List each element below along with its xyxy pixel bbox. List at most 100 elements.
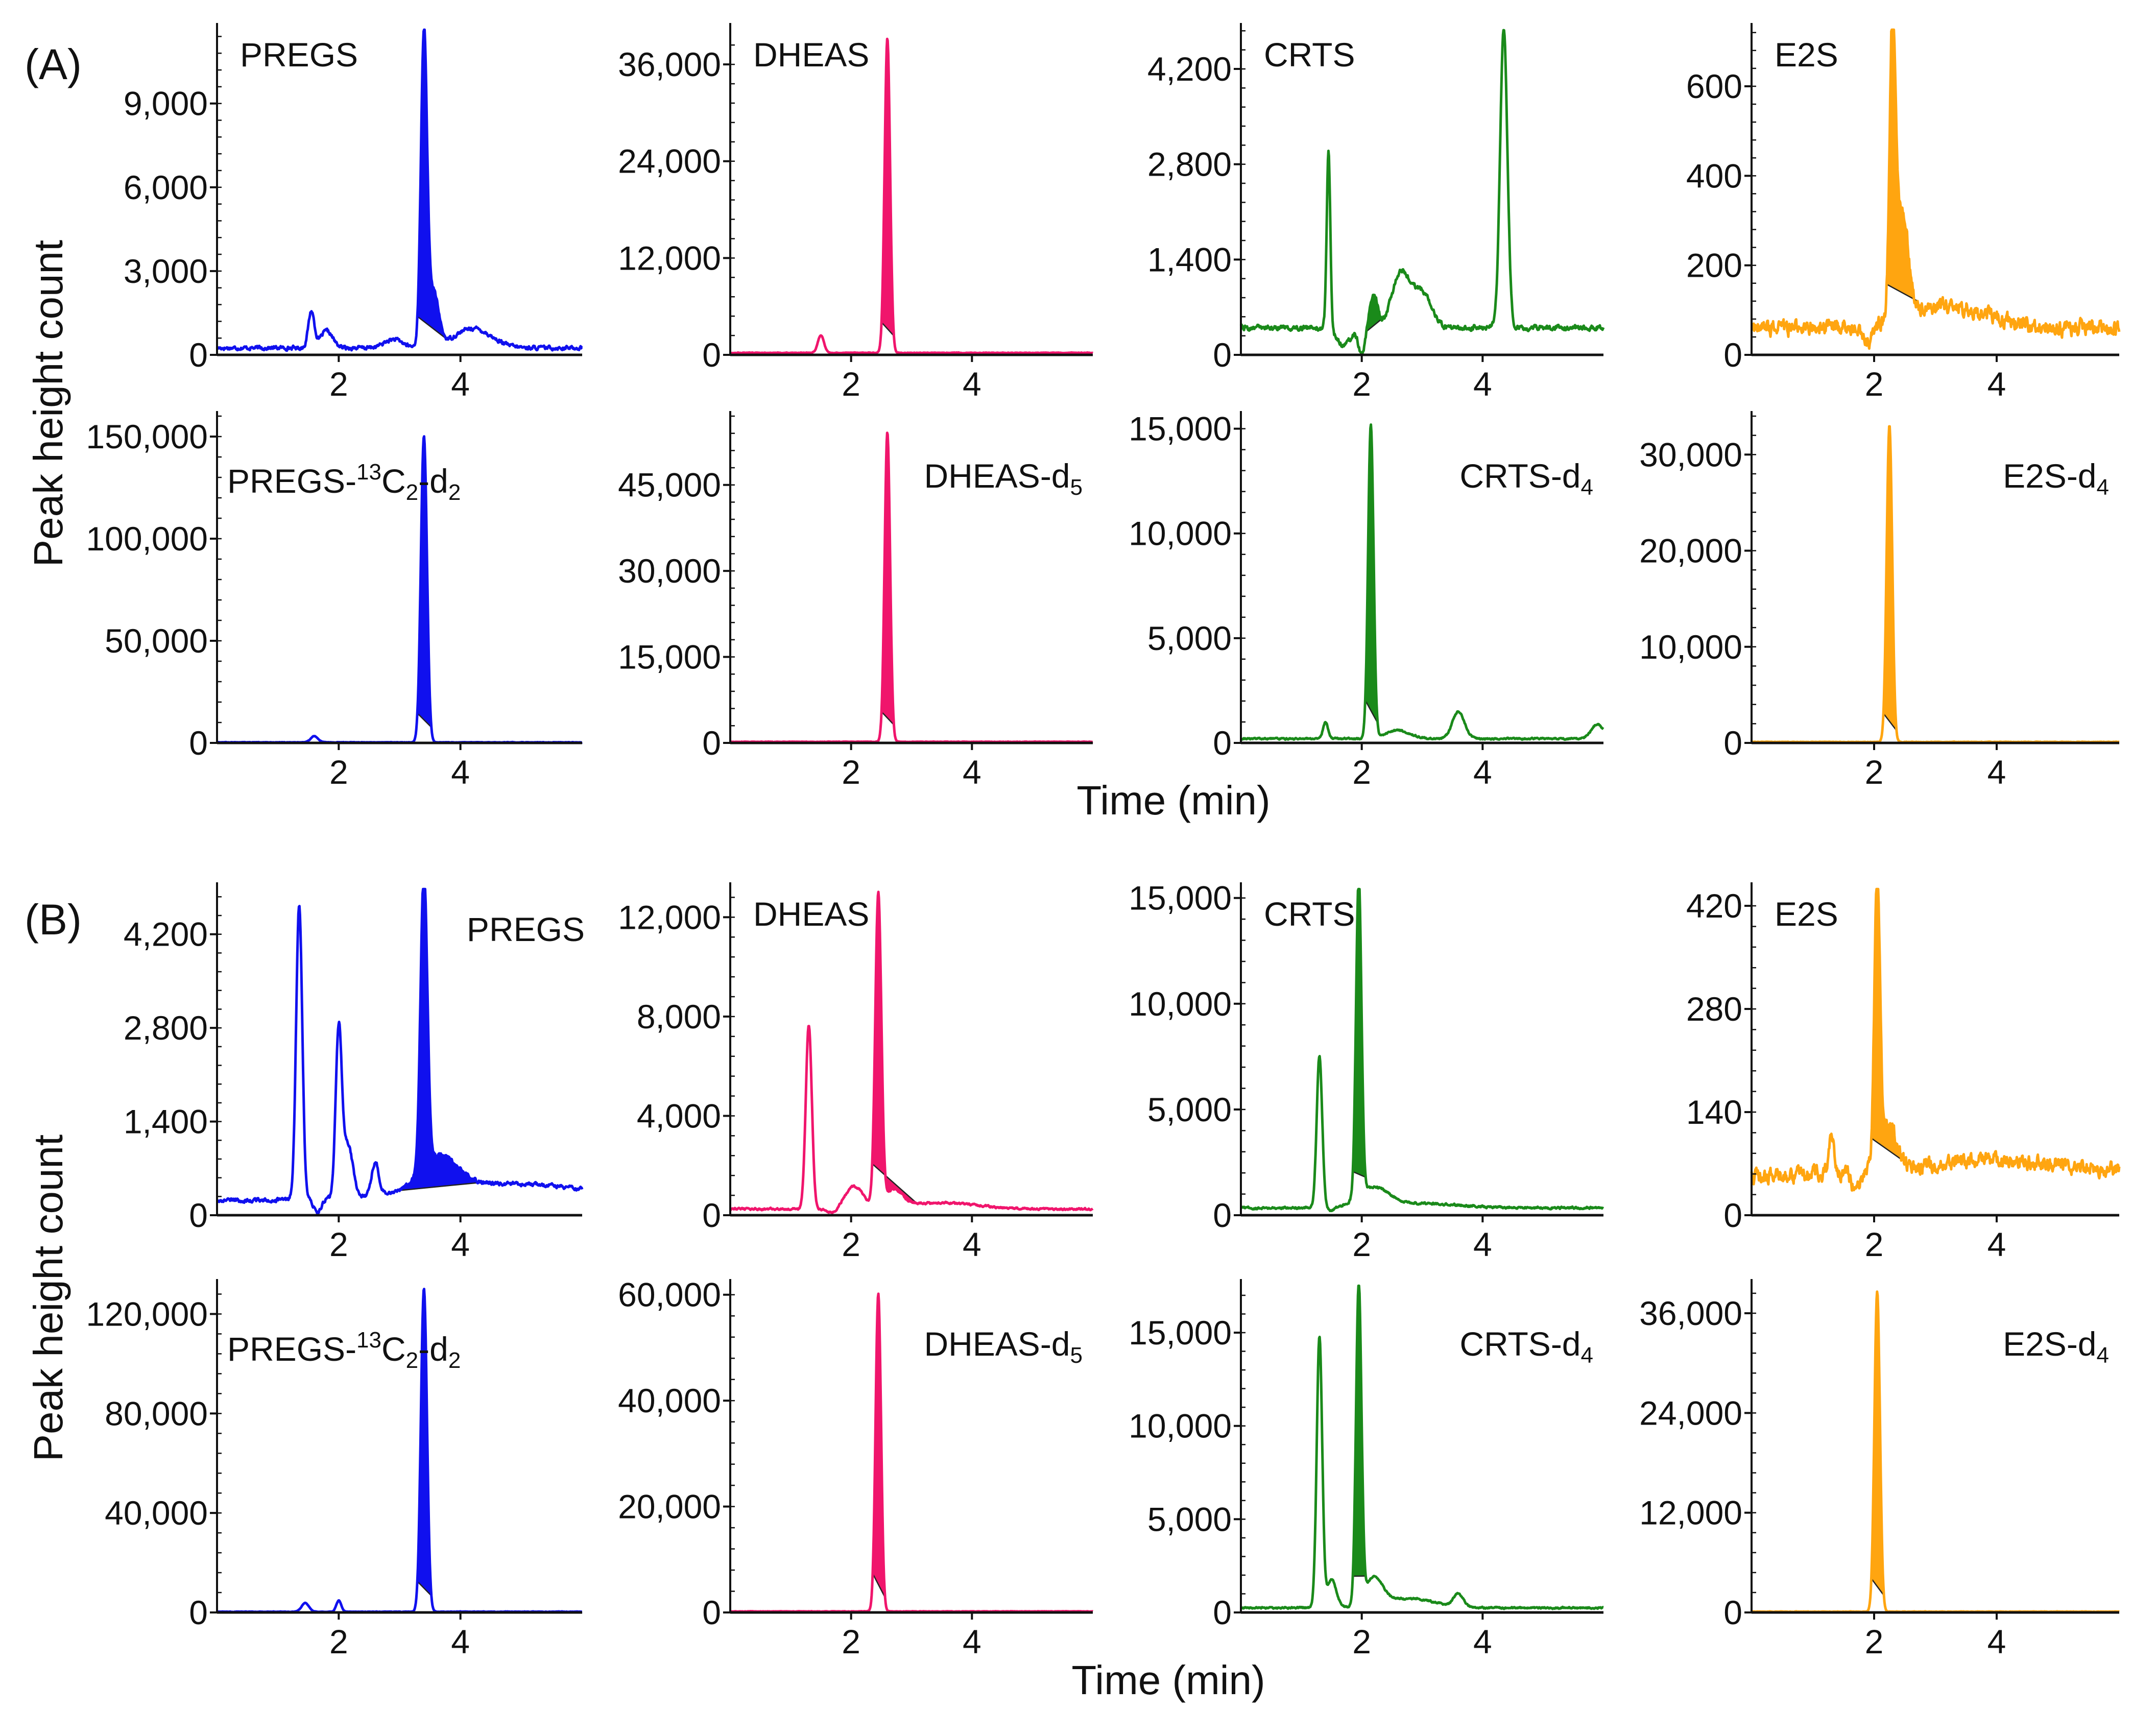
y-tick-label: 60,000 — [618, 1276, 721, 1314]
chart-title: E2S-d4 — [2003, 457, 2109, 500]
chart-title-part: 4 — [1581, 475, 1593, 500]
x-tick-label: 2 — [1352, 365, 1371, 403]
chart-title-part: E2S-d — [2003, 1325, 2096, 1363]
y-tick-label: 5,000 — [1147, 619, 1232, 657]
x-tick-label: 2 — [329, 753, 348, 791]
y-tick-label: 0 — [702, 336, 721, 374]
chart-b-e2s: 0 140 280 420 2 4 E2S — [1686, 882, 2121, 1263]
integration-baseline — [881, 322, 895, 336]
x-tick-label: 4 — [1987, 1623, 2006, 1660]
y-tick-label: 10,000 — [1129, 515, 1232, 552]
chart-title: PREGS-13C2-d2 — [227, 460, 461, 505]
x-tick-label: 4 — [451, 1623, 470, 1660]
y-tick-label: 15,000 — [1129, 410, 1232, 448]
chart-title-part: PREGS- — [227, 462, 356, 500]
chart-title: E2S-d4 — [2003, 1325, 2109, 1368]
chart-title-part: DHEAS-d — [924, 1325, 1070, 1363]
y-tick-label: 0 — [189, 1594, 208, 1631]
x-tick-label: 2 — [1865, 753, 1884, 791]
y-tick-label: 0 — [189, 1196, 208, 1234]
y-tick-label: 2,800 — [124, 1009, 208, 1047]
chart-title: PREGS — [240, 36, 358, 74]
x-tick-label: 4 — [1473, 1225, 1492, 1263]
chart-title-part: 13 — [356, 460, 381, 485]
x-tick-label: 4 — [451, 753, 470, 791]
chart-title-part: C — [381, 462, 406, 500]
y-tick-label: 0 — [189, 724, 208, 762]
integration-baseline — [1352, 1171, 1366, 1178]
panel-b-label: (B) — [25, 896, 82, 944]
x-tick-label: 4 — [1987, 365, 2006, 403]
chart-title-part: 2 — [406, 1348, 418, 1373]
integration-baseline — [872, 1573, 886, 1598]
x-tick-label: 2 — [329, 1623, 348, 1660]
y-tick-label: 280 — [1686, 990, 1742, 1028]
x-axis-title-a: Time (min) — [1076, 778, 1270, 823]
chart-title-part: DHEAS-d — [924, 457, 1070, 495]
y-tick-label: 10,000 — [1639, 628, 1742, 666]
x-tick-label: 2 — [1865, 1623, 1884, 1660]
y-tick-label: 15,000 — [618, 638, 721, 676]
integration-baseline — [1364, 700, 1378, 724]
y-tick-label: 4,000 — [637, 1097, 721, 1135]
y-tick-label: 20,000 — [618, 1488, 721, 1526]
chromatogram-trace — [1240, 423, 1604, 741]
y-tick-label: 12,000 — [618, 898, 721, 936]
y-tick-label: 0 — [1723, 724, 1742, 762]
chart-title-part: C — [381, 1330, 406, 1368]
x-tick-label: 4 — [1473, 753, 1492, 791]
y-tick-label: 5,000 — [1147, 1091, 1232, 1128]
y-tick-label: 10,000 — [1129, 985, 1232, 1023]
chromatogram-trace — [1239, 29, 1605, 355]
y-axis-title-b: Peak height count — [26, 1135, 71, 1461]
y-tick-label: 400 — [1686, 157, 1742, 195]
y-tick-label: 5,000 — [1147, 1500, 1232, 1538]
x-tick-label: 2 — [842, 1623, 860, 1660]
x-tick-label: 4 — [451, 1225, 470, 1263]
chart-title-part: CRTS — [1264, 36, 1355, 74]
y-tick-label: 8,000 — [637, 998, 721, 1035]
chromatogram-trace — [729, 890, 1094, 1214]
chart-title-part: -d — [418, 1330, 448, 1368]
y-tick-label: 40,000 — [105, 1494, 208, 1532]
chart-b-dheas: 0 4,000 8,000 12,000 2 4 DHEAS — [618, 882, 1094, 1263]
x-tick-label: 4 — [1473, 1623, 1492, 1660]
chart-b-dheas-is: 0 20,000 40,000 60,000 2 4 DHEAS-d5 — [618, 1276, 1094, 1660]
chart-title-part: E2S — [1775, 36, 1838, 74]
y-tick-label: 0 — [1723, 1196, 1742, 1234]
y-axis-title-a: Peak height count — [26, 240, 71, 567]
x-tick-label: 2 — [1352, 1225, 1371, 1263]
x-tick-label: 2 — [1352, 1623, 1371, 1660]
y-tick-label: 24,000 — [618, 142, 721, 180]
chart-title-part: -d — [418, 462, 448, 500]
chromatogram-trace — [216, 887, 584, 1215]
x-tick-label: 4 — [1987, 1225, 2006, 1263]
x-tick-label: 2 — [842, 1225, 860, 1263]
chart-title: E2S — [1775, 895, 1838, 933]
y-tick-label: 2,800 — [1147, 146, 1232, 183]
x-tick-label: 4 — [963, 753, 981, 791]
x-tick-label: 2 — [842, 365, 860, 403]
panel-a-label: (A) — [25, 40, 82, 88]
integration-baseline — [417, 316, 448, 340]
y-tick-label: 0 — [702, 1594, 721, 1631]
y-tick-label: 0 — [1213, 1196, 1232, 1234]
chart-title-part: E2S-d — [2003, 457, 2096, 495]
chart-title: CRTS — [1264, 36, 1355, 74]
y-tick-label: 1,400 — [1147, 240, 1232, 278]
y-tick-label: 12,000 — [1639, 1494, 1742, 1532]
chart-title: CRTS-d4 — [1459, 457, 1593, 500]
y-tick-label: 10,000 — [1129, 1407, 1232, 1445]
y-tick-label: 0 — [1723, 1594, 1742, 1631]
chart-title: CRTS-d4 — [1459, 1325, 1593, 1368]
y-tick-label: 24,000 — [1639, 1394, 1742, 1432]
chart-title: DHEAS — [753, 36, 869, 74]
x-tick-label: 2 — [329, 365, 348, 403]
integration-baseline — [1886, 283, 1918, 302]
chart-title-part: CRTS-d — [1459, 457, 1580, 495]
y-tick-label: 30,000 — [618, 552, 721, 590]
y-tick-label: 0 — [189, 336, 208, 374]
